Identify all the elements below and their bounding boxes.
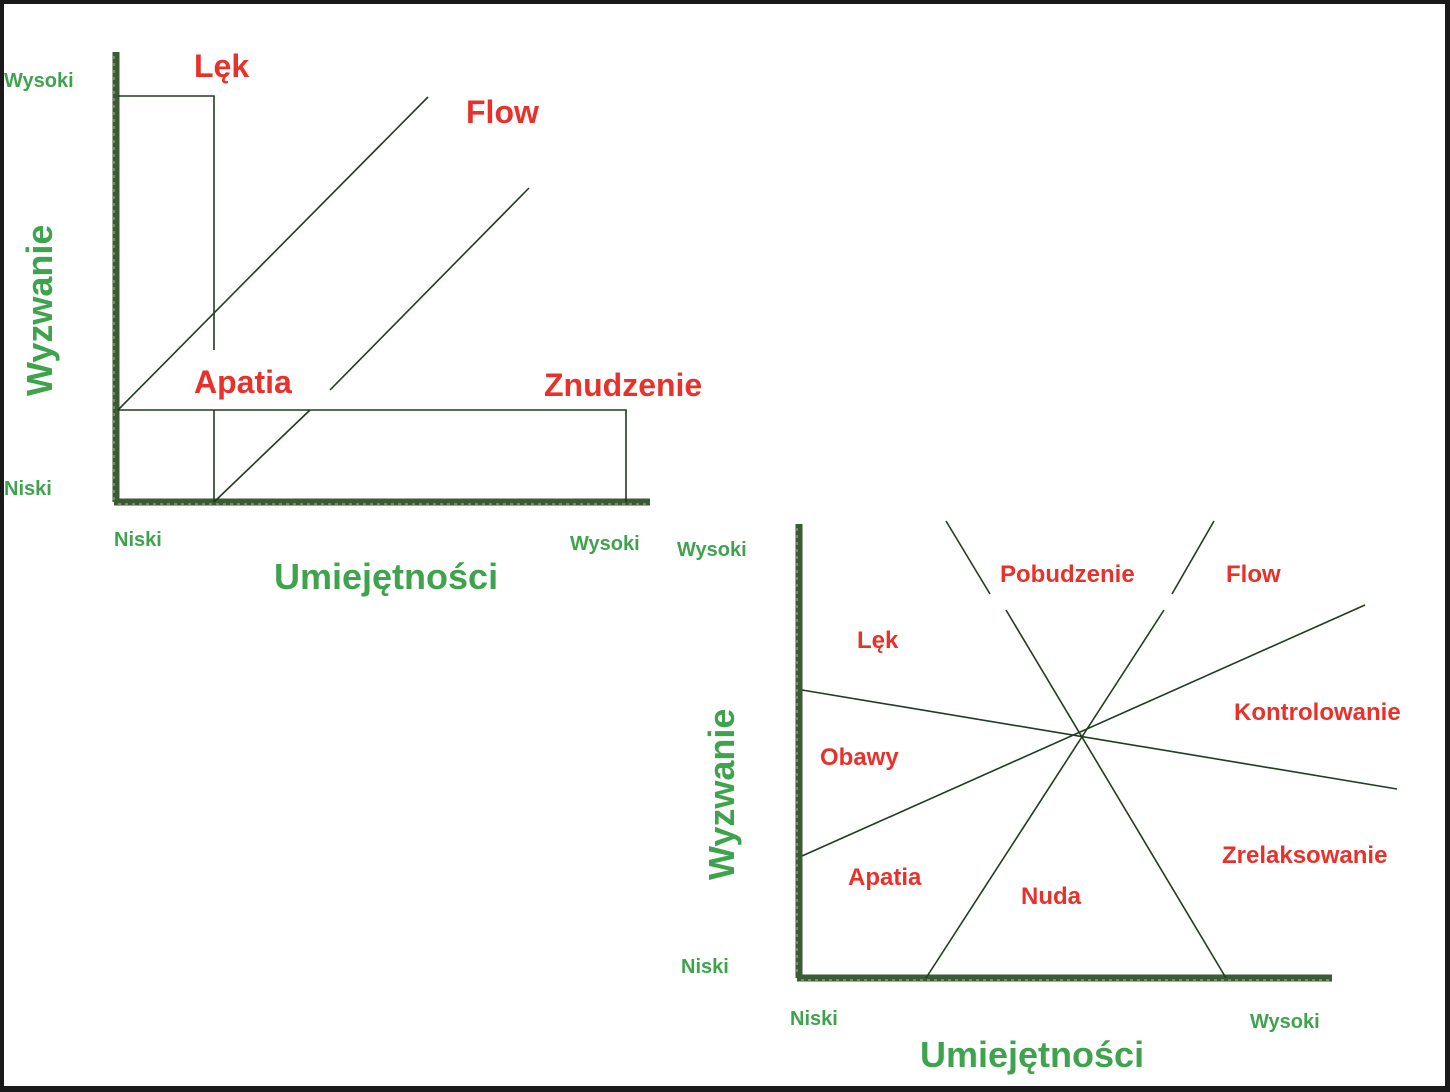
d2-region-obawy: Obawy (820, 744, 899, 771)
d2-line-steep-right-upper (1171, 520, 1215, 595)
d1-x-axis-title: Umiejętności (274, 556, 498, 597)
d1-region-lek: Lęk (194, 48, 249, 84)
d1-region-apatia: Apatia (194, 364, 292, 400)
d1-region-znudzenie: Znudzenie (544, 367, 702, 403)
diagram-eight-channel-model: Wysoki Niski Niski Wysoki Umiejętności W… (677, 520, 1401, 1075)
d2-y-low-label: Niski (681, 956, 729, 978)
d1-y-high-label: Wysoki (4, 70, 74, 92)
d2-line-steep-left-upper (945, 520, 991, 595)
d2-region-zrelaksowanie: Zrelaksowanie (1222, 842, 1387, 869)
d2-region-nuda: Nuda (1021, 883, 1082, 910)
flow-model-diagrams: Wysoki Niski Niski Wysoki Umiejętności W… (4, 48, 1401, 1075)
figure-canvas: Wysoki Niski Niski Wysoki Umiejętności W… (4, 4, 1445, 1086)
d1-x-high-label: Wysoki (570, 533, 640, 555)
d2-line-decreasing (801, 689, 1398, 790)
d2-line-steep-right-lower (925, 609, 1165, 979)
d1-anxiety-box (118, 95, 215, 350)
d2-region-flow: Flow (1226, 561, 1281, 588)
d1-x-low-label: Niski (114, 529, 162, 551)
d2-y-high-label: Wysoki (677, 539, 747, 561)
d1-boredom-box (118, 409, 627, 502)
d2-region-pobudzenie: Pobudzenie (1000, 561, 1135, 588)
d1-flow-channel-lower-a (213, 409, 311, 503)
d2-region-apatia: Apatia (848, 864, 922, 891)
d2-line-steep-left-lower (1005, 609, 1227, 979)
d2-x-low-label: Niski (790, 1008, 838, 1030)
d2-y-axis-title: Wyzwanie (701, 709, 742, 880)
d2-region-kontrolowanie: Kontrolowanie (1234, 699, 1401, 726)
d2-region-lek: Lęk (857, 627, 899, 654)
d2-x-axis-title: Umiejętności (920, 1034, 1144, 1075)
d1-y-axis-title: Wyzwanie (19, 225, 60, 396)
d1-flow-channel-lower-b (329, 187, 530, 391)
d1-region-flow: Flow (466, 94, 539, 130)
diagram-three-channel-model: Wysoki Niski Niski Wysoki Umiejętności W… (4, 48, 702, 597)
d1-y-low-label: Niski (4, 478, 52, 500)
d2-line-increasing (801, 604, 1366, 857)
d2-x-high-label: Wysoki (1250, 1011, 1320, 1033)
d1-flow-channel-upper (117, 96, 429, 411)
